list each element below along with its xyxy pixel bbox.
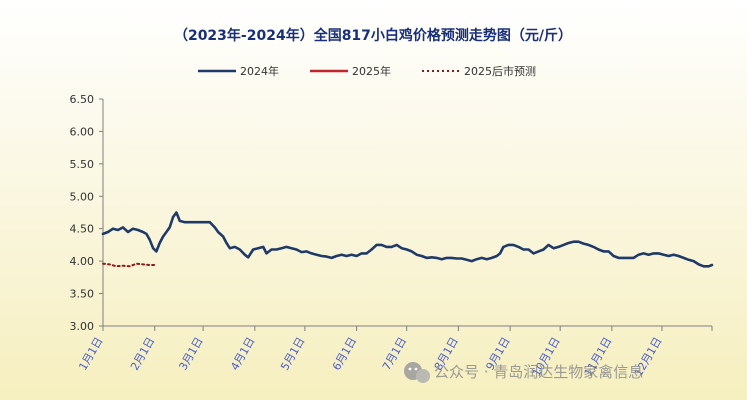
x-tick-label: 4月1日 [228, 335, 257, 373]
x-tick-label: 7月1日 [380, 335, 409, 373]
legend: 2024年 2025年 2025后市预测 [198, 64, 536, 78]
series-line-0 [101, 211, 714, 268]
chart-title: （2023年-2024年）全国817小白鸡价格预测走势图（元/斤） [174, 27, 572, 44]
axes: 3.00 3.50 4.00 4.50 5.00 5.50 6.00 6.50 1月1日 2月1日… [70, 93, 713, 379]
watermark-text: 公众号 · 青岛润达生物家禽信息 [434, 363, 643, 381]
y-tick-label: 5.00 [70, 190, 95, 203]
x-tick-label: 6月1日 [330, 335, 359, 373]
x-tick-label: 3月1日 [176, 335, 205, 373]
series-line-2 [102, 262, 158, 268]
x-tick-label: 2月1日 [128, 335, 157, 373]
y-tick-label: 6.50 [70, 93, 95, 106]
watermark: 公众号 · 青岛润达生物家禽信息 [404, 362, 643, 383]
y-tick-label: 4.50 [70, 223, 95, 236]
wechat-icon [404, 362, 430, 383]
x-tick-label: 1月1日 [76, 335, 105, 373]
y-tick-label: 6.00 [70, 125, 95, 138]
legend-label-forecast: 2025后市预测 [464, 64, 536, 78]
y-tick-label: 3.00 [70, 320, 95, 333]
y-tick-label: 3.50 [70, 288, 95, 301]
y-tick-label: 5.50 [70, 158, 95, 171]
legend-label-2025: 2025年 [352, 64, 391, 78]
series-layer [101, 211, 714, 268]
x-tick-label: 5月1日 [278, 335, 307, 373]
legend-label-2024: 2024年 [240, 64, 279, 78]
y-tick-label: 4.00 [70, 255, 95, 268]
